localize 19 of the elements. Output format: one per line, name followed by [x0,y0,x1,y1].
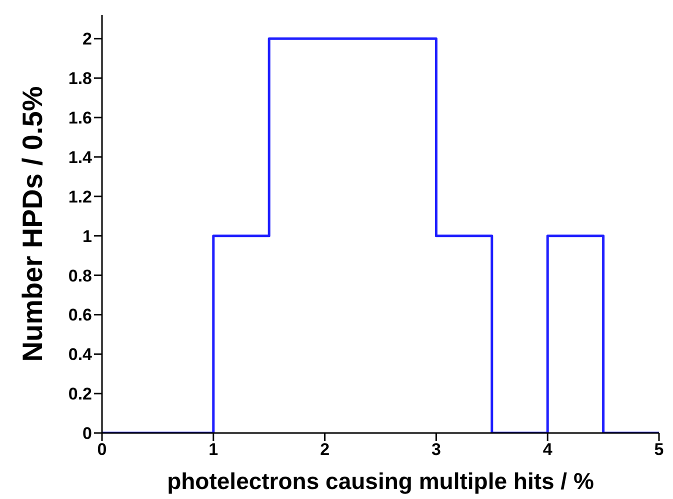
y-tick-label: 1.4 [68,148,93,167]
y-axis-title: Number HPDs / 0.5% [16,86,48,362]
y-tick-label: 2 [82,30,92,49]
y-tick-label: 0.6 [68,306,92,325]
y-tick-label: 0 [82,424,92,444]
x-tick-label: 4 [542,440,553,460]
x-tick-label: 3 [431,440,441,460]
y-tick-label: 1.8 [68,69,92,88]
y-tick-label: 0.4 [68,345,93,364]
y-tick-label: 0.8 [68,266,92,286]
y-tick-label: 1.6 [68,108,92,128]
x-tick-label: 5 [654,440,664,460]
x-tick-label: 2 [320,440,330,460]
y-tick-label: 0.2 [68,384,92,404]
x-tick-label: 1 [208,440,218,460]
x-tick-label: 0 [97,440,107,460]
y-tick-label: 1 [82,226,92,246]
x-axis-title: photelectrons causing multiple hits / % [167,468,594,494]
y-tick-label: 1.2 [68,187,92,206]
